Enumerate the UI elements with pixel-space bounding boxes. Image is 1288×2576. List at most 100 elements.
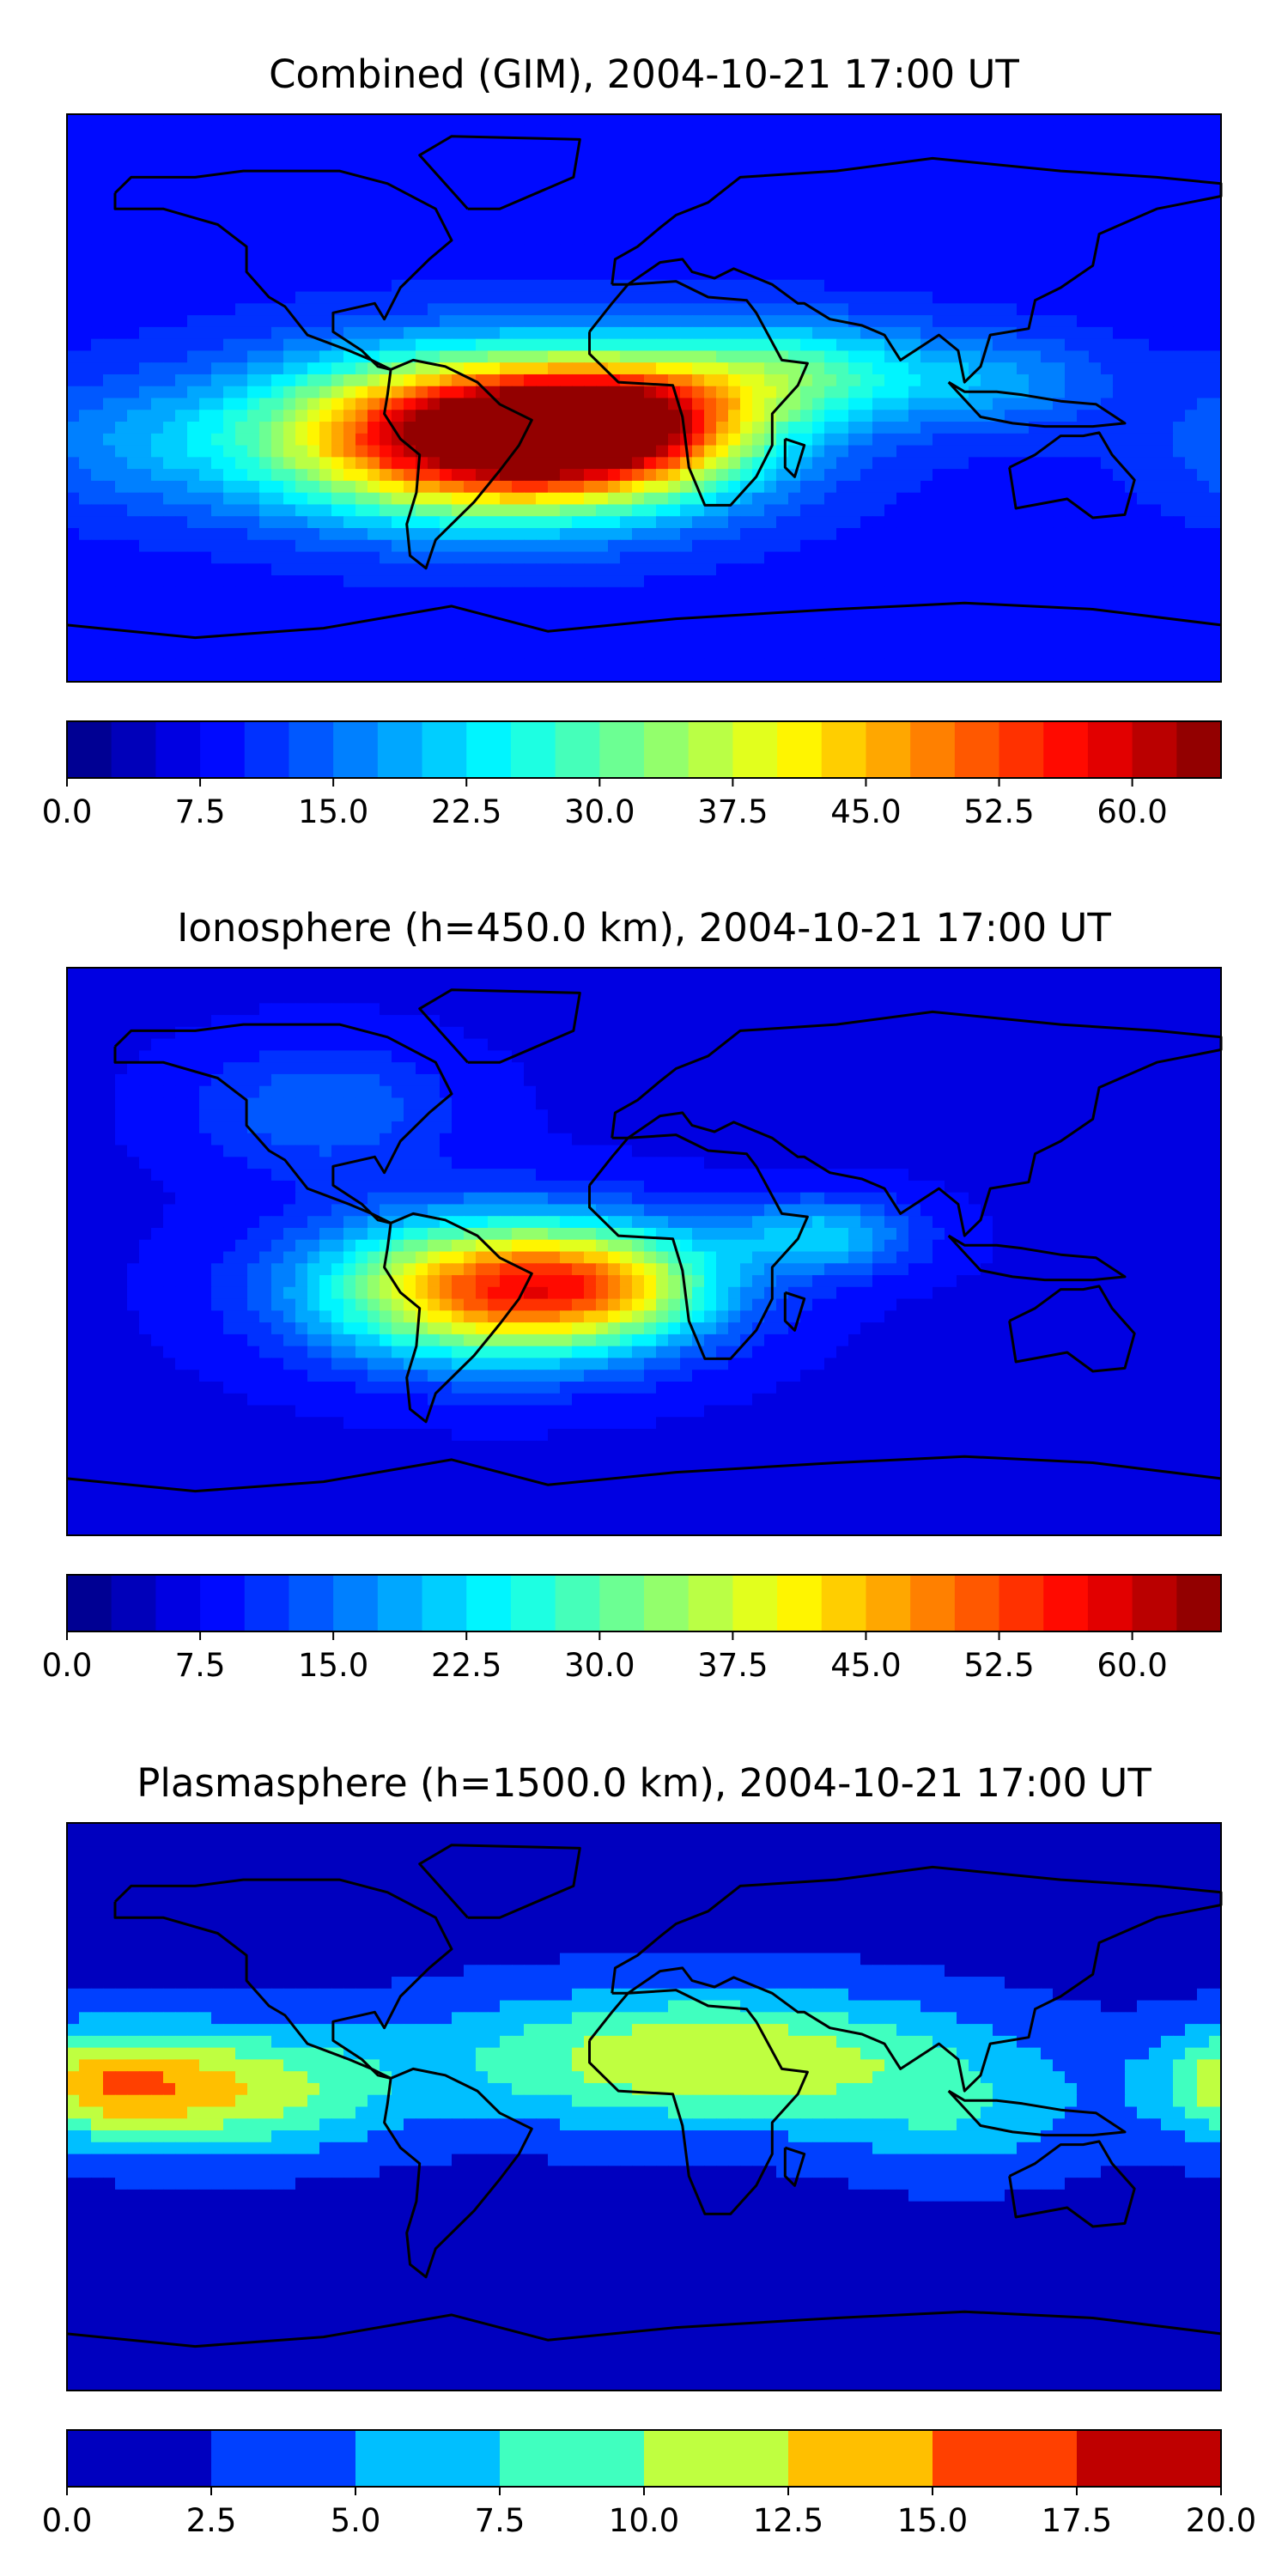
heatmap-cell [428, 469, 440, 482]
heatmap-cell [945, 551, 957, 564]
heatmap-cell [512, 670, 525, 683]
heatmap-cell [740, 386, 753, 399]
heatmap-cell [331, 646, 344, 659]
heatmap-cell [788, 125, 801, 139]
heatmap-cell [716, 979, 729, 993]
heatmap-cell [295, 527, 308, 541]
heatmap-cell [307, 527, 320, 541]
heatmap-cell [993, 125, 1005, 139]
heatmap-cell [199, 185, 212, 197]
heatmap-cell [596, 968, 609, 981]
heatmap-cell [704, 991, 717, 1004]
heatmap-cell [548, 279, 561, 293]
heatmap-cell [1173, 220, 1186, 234]
heatmap-cell [933, 197, 945, 210]
heatmap-cell [380, 623, 392, 635]
heatmap-cell [1065, 563, 1078, 576]
heatmap-cell [319, 611, 332, 623]
heatmap-cell [1089, 575, 1102, 588]
heatmap-cell [656, 209, 669, 222]
heatmap-cell [79, 350, 92, 363]
heatmap-cell [67, 209, 80, 222]
heatmap-cell [1125, 398, 1138, 410]
heatmap-cell [1173, 398, 1186, 410]
heatmap-cell [572, 386, 585, 399]
heatmap-cell [488, 161, 501, 174]
heatmap-cell [993, 137, 1005, 150]
heatmap-cell [728, 551, 741, 564]
heatmap-cell [476, 244, 489, 257]
heatmap-cell [704, 209, 717, 222]
heatmap-cell [1125, 137, 1138, 150]
heatmap-cell [740, 125, 753, 139]
heatmap-cell [584, 551, 597, 564]
heatmap-cell [848, 480, 861, 494]
heatmap-cell [957, 634, 969, 647]
heatmap-cell [680, 586, 693, 600]
heatmap-cell [151, 398, 164, 410]
heatmap-cell [1089, 646, 1102, 659]
heatmap-cell [764, 979, 777, 993]
heatmap-cell [139, 125, 152, 139]
heatmap-cell [596, 586, 609, 600]
heatmap-cell [1101, 586, 1114, 600]
heatmap-cell [656, 516, 669, 529]
colorbar-segment [599, 721, 645, 778]
heatmap-cell [620, 220, 633, 234]
heatmap-cell [1209, 516, 1222, 529]
heatmap-cell [428, 611, 440, 623]
heatmap-cell [512, 315, 525, 328]
heatmap-cell [211, 586, 224, 600]
heatmap-cell [764, 504, 777, 517]
heatmap-cell [620, 598, 633, 611]
heatmap-cell [884, 326, 897, 340]
heatmap-cell [452, 161, 465, 174]
heatmap-cell [740, 149, 753, 162]
heatmap-cell [1029, 480, 1042, 494]
heatmap-cell [488, 586, 501, 600]
heatmap-cell [920, 173, 933, 186]
heatmap-cell [500, 469, 513, 482]
heatmap-cell [127, 410, 140, 422]
heatmap-cell [199, 551, 212, 564]
heatmap-cell [428, 968, 440, 981]
heatmap-cell [115, 137, 128, 150]
heatmap-cell [764, 670, 777, 683]
heatmap-cell [103, 586, 116, 600]
heatmap-cell [776, 232, 789, 246]
heatmap-cell [872, 623, 885, 635]
heatmap-cell [1029, 492, 1042, 506]
heatmap-cell [259, 433, 272, 447]
heatmap-cell [1065, 362, 1078, 375]
heatmap-cell [908, 114, 921, 127]
heatmap-cell [788, 480, 801, 494]
heatmap-cell [860, 279, 873, 293]
heatmap-cell [680, 149, 693, 162]
heatmap-cell [981, 256, 993, 269]
heatmap-cell [247, 197, 260, 210]
heatmap-cell [1209, 575, 1222, 588]
heatmap-cell [668, 326, 681, 340]
heatmap-cell [752, 137, 765, 150]
heatmap-cell [740, 670, 753, 683]
heatmap-cell [235, 410, 248, 422]
heatmap-cell [1041, 197, 1054, 210]
heatmap-cell [247, 374, 260, 387]
heatmap-cell [920, 114, 933, 127]
heatmap-cell [67, 598, 80, 611]
heatmap-cell [139, 232, 152, 246]
heatmap-cell [560, 410, 573, 422]
heatmap-cell [836, 991, 849, 1004]
heatmap-cell [1161, 161, 1174, 174]
heatmap-cell [584, 197, 597, 210]
heatmap-cell [343, 611, 356, 623]
heatmap-cell [812, 326, 825, 340]
heatmap-cell [560, 504, 573, 517]
heatmap-cell [776, 991, 789, 1004]
colorbar-segment [1176, 721, 1222, 778]
heatmap-cell [1173, 457, 1186, 470]
heatmap-cell [476, 220, 489, 234]
heatmap-cell [271, 586, 284, 600]
heatmap-cell [608, 338, 621, 352]
heatmap-cell [584, 362, 597, 375]
